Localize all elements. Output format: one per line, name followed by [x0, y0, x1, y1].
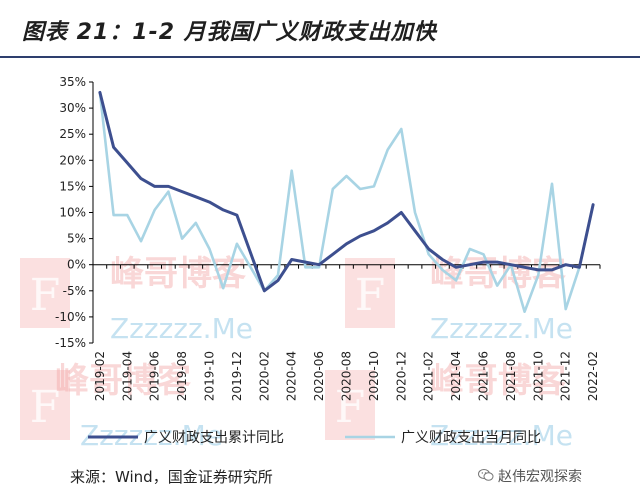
brand-label: 赵伟宏观探索 [498, 469, 582, 485]
watermark-box [325, 370, 375, 440]
x-tick-label: 2020-02 [257, 351, 271, 401]
x-tick-label: 2019-02 [93, 351, 107, 401]
x-tick-label: 2019-12 [230, 351, 244, 401]
y-tick-label: 15% [59, 179, 86, 193]
x-tick-label: 2020-10 [367, 351, 381, 401]
y-tick-label: 10% [59, 206, 86, 220]
x-tick-label: 2019-04 [120, 351, 134, 401]
x-tick-label: 2022-02 [586, 351, 600, 401]
y-tick-label: -15% [55, 336, 86, 350]
y-tick-label: 25% [59, 127, 86, 141]
legend-label: 广义财政支出累计同比 [144, 430, 284, 446]
y-tick-label: 5% [67, 232, 86, 246]
watermark-box [20, 258, 70, 328]
watermark-brand: 峰哥博客 [110, 254, 246, 294]
legend-label: 广义财政支出当月同比 [401, 430, 541, 446]
x-tick-label: 2020-06 [312, 351, 326, 401]
series-layer [98, 90, 595, 313]
series-line-cumulative [98, 90, 595, 293]
watermark-brand: 峰哥博客 [430, 361, 566, 401]
watermark-box [345, 258, 395, 328]
y-tick-label: 35% [59, 75, 86, 89]
x-tick-label: 2021-08 [504, 351, 518, 401]
x-tick-label: 2020-08 [340, 351, 354, 401]
x-tick-label: 2021-02 [422, 351, 436, 401]
x-tick-label: 2020-12 [394, 351, 408, 401]
watermark-letter: F [355, 270, 386, 321]
x-tick-label: 2021-04 [449, 351, 463, 401]
series-line-monthly [98, 91, 595, 313]
chart-title: 图表 21：1-2 月我国广义财政支出加快 [22, 20, 437, 45]
watermark-brand: 峰哥博客 [55, 361, 191, 401]
x-tick-label: 2020-04 [285, 351, 299, 401]
x-tick-label: 2021-10 [531, 351, 545, 401]
x-tick-label: 2019-06 [148, 351, 162, 401]
y-tick-label: 0% [67, 258, 86, 272]
legend: 广义财政支出累计同比 广义财政支出当月同比 [88, 430, 541, 446]
watermark-site: Zzzzzz.Me [110, 312, 253, 345]
watermark-box [20, 370, 70, 440]
watermark-brand: 峰哥博客 [430, 254, 566, 294]
watermark-letter: F [30, 270, 61, 321]
source-note: 来源：Wind，国金证券研究所 [70, 468, 273, 486]
y-tick-label: -5% [63, 284, 86, 298]
wechat-icon [478, 469, 494, 481]
watermark-letter: F [335, 382, 366, 433]
title-rule [0, 56, 640, 58]
y-tick-label: -10% [55, 310, 86, 324]
title-bar: 图表 21：1-2 月我国广义财政支出加快 [0, 0, 640, 62]
watermark-letter: F [30, 382, 61, 433]
axis-layer: 35% 30% 25% 20% 15% 10% 5% 0% -5% -10% -15% 2019-02… [55, 75, 601, 401]
x-tick-label: 2019-10 [202, 351, 216, 401]
watermark-site: Zzzzzz.Me [430, 312, 573, 345]
watermark-site: Zzzzzz.Me [430, 419, 573, 452]
x-tick-label: 2021-12 [559, 351, 573, 401]
y-tick-label: 30% [59, 101, 86, 115]
x-tick-label: 2019-08 [175, 351, 189, 401]
y-tick-label: 20% [59, 153, 86, 167]
x-tick-label: 2021-06 [477, 351, 491, 401]
